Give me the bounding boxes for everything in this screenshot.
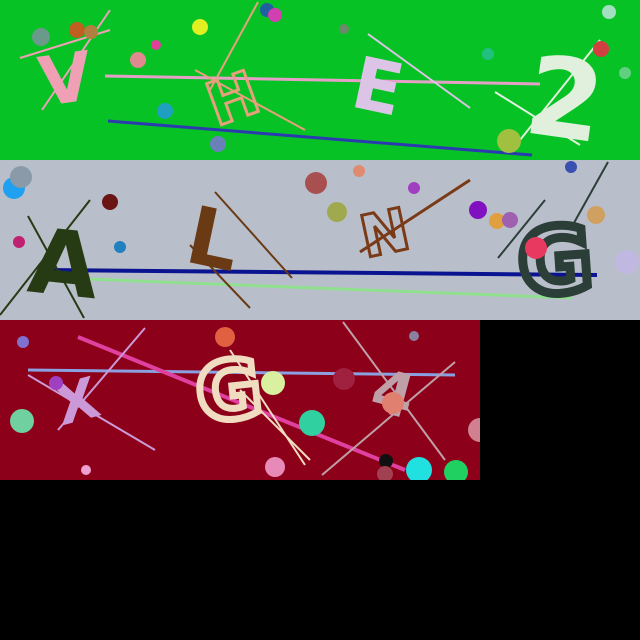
noise-dot	[261, 371, 285, 395]
noise-line	[27, 368, 456, 377]
noise-dot	[615, 250, 639, 274]
noise-dot	[497, 129, 521, 153]
noise-dot	[10, 409, 34, 433]
noise-dot	[587, 206, 605, 224]
noise-line	[77, 335, 406, 472]
noise-line	[194, 69, 306, 131]
noise-dot	[265, 457, 285, 477]
noise-dot	[468, 418, 480, 442]
noise-line	[0, 199, 91, 316]
noise-line	[239, 389, 311, 461]
noise-line	[214, 191, 293, 279]
noise-dot	[130, 52, 146, 68]
noise-line	[41, 9, 111, 111]
noise-dot	[10, 166, 32, 188]
noise-dot	[502, 212, 518, 228]
noise-dot	[305, 172, 327, 194]
noise-dot	[619, 67, 631, 79]
noise-line	[27, 374, 156, 451]
noise-dot	[489, 213, 505, 229]
noise-dot	[210, 136, 226, 152]
captcha-tile-3: X G 4	[0, 320, 480, 480]
noise-line	[189, 244, 251, 309]
noise-line	[27, 215, 85, 319]
noise-dot	[339, 24, 349, 34]
noise-dot	[192, 19, 208, 35]
noise-dot	[333, 368, 355, 390]
noise-line	[321, 361, 456, 476]
glyph-g2: G	[191, 341, 266, 440]
noise-dot	[81, 465, 91, 475]
noise-dot	[84, 25, 98, 39]
noise-dot	[327, 202, 347, 222]
noise-dot	[525, 237, 547, 259]
glyph-a: A	[24, 209, 105, 320]
noise-line	[104, 74, 541, 86]
noise-line	[367, 33, 471, 109]
noise-dot	[593, 41, 609, 57]
noise-dot	[602, 5, 616, 19]
noise-dot	[69, 22, 85, 38]
noise-dot	[215, 327, 235, 347]
noise-dot	[268, 8, 282, 22]
noise-dot	[377, 466, 393, 480]
noise-line	[497, 199, 546, 259]
tile-2-canvas: A L N G	[0, 160, 640, 320]
noise-line	[229, 349, 306, 466]
noise-dot	[114, 241, 126, 253]
glyph-g: G	[515, 207, 596, 317]
captcha-tile-2: A L N G	[0, 160, 640, 320]
noise-dot	[157, 103, 173, 119]
noise-line	[57, 327, 146, 431]
captcha-tile-1: V H E 2	[0, 0, 640, 160]
noise-line	[519, 39, 601, 141]
noise-dot	[102, 194, 118, 210]
noise-dot	[13, 236, 25, 248]
noise-dot	[469, 201, 487, 219]
noise-dot	[406, 457, 432, 480]
noise-dot	[482, 48, 494, 60]
noise-line	[342, 321, 446, 461]
noise-line	[569, 161, 609, 231]
noise-dot	[49, 376, 63, 390]
noise-dot	[379, 454, 393, 468]
noise-line	[44, 268, 598, 277]
noise-dot	[409, 331, 419, 341]
noise-dot	[32, 28, 50, 46]
noise-dot	[444, 460, 468, 480]
noise-dot	[382, 392, 404, 414]
noise-dot	[408, 182, 420, 194]
noise-dot	[151, 40, 161, 50]
noise-dot	[565, 161, 577, 173]
tile-1-canvas: V H E 2	[0, 0, 640, 160]
noise-dot	[17, 336, 29, 348]
noise-line	[209, 1, 259, 91]
noise-line	[107, 119, 533, 157]
noise-line	[359, 178, 471, 254]
noise-dot	[353, 165, 365, 177]
tile-3-canvas: X G 4	[0, 320, 480, 480]
glyph-v: V	[34, 37, 97, 123]
noise-line	[59, 276, 573, 300]
noise-dot	[299, 410, 325, 436]
